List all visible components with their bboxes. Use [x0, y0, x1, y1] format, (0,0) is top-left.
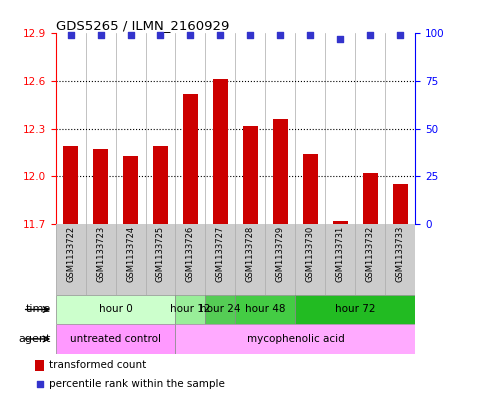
Text: hour 24: hour 24 — [200, 305, 241, 314]
Bar — [333, 221, 348, 224]
Bar — [35, 360, 43, 371]
Bar — [303, 154, 318, 224]
Point — [156, 32, 164, 39]
Point — [367, 32, 374, 39]
Text: hour 12: hour 12 — [170, 305, 211, 314]
Text: GSM1133727: GSM1133727 — [216, 226, 225, 282]
Text: GSM1133732: GSM1133732 — [366, 226, 375, 282]
Bar — [56, 295, 175, 324]
Point — [36, 381, 44, 387]
Text: hour 0: hour 0 — [99, 305, 132, 314]
Point — [397, 32, 404, 39]
Bar — [205, 295, 236, 324]
Bar — [363, 173, 378, 224]
Point — [97, 32, 104, 39]
Point — [216, 32, 224, 39]
Bar — [243, 125, 258, 224]
Bar — [296, 295, 415, 324]
Text: GSM1133728: GSM1133728 — [246, 226, 255, 282]
Text: transformed count: transformed count — [49, 360, 146, 371]
Bar — [153, 146, 168, 224]
Bar — [236, 295, 296, 324]
Bar — [175, 295, 205, 324]
Text: hour 72: hour 72 — [335, 305, 376, 314]
Text: GSM1133723: GSM1133723 — [96, 226, 105, 282]
Text: hour 48: hour 48 — [245, 305, 286, 314]
Point — [277, 32, 284, 39]
Bar — [175, 324, 415, 354]
Text: agent: agent — [18, 334, 51, 344]
Text: GSM1133724: GSM1133724 — [126, 226, 135, 281]
Point — [127, 32, 134, 39]
Text: percentile rank within the sample: percentile rank within the sample — [49, 379, 225, 389]
Bar — [93, 149, 108, 224]
Text: untreated control: untreated control — [70, 334, 161, 344]
Text: GSM1133733: GSM1133733 — [396, 226, 405, 282]
Bar — [393, 184, 408, 224]
Text: GSM1133730: GSM1133730 — [306, 226, 315, 282]
Text: GSM1133731: GSM1133731 — [336, 226, 345, 282]
Bar — [213, 79, 228, 224]
Text: GSM1133722: GSM1133722 — [66, 226, 75, 281]
Bar — [63, 146, 78, 224]
Text: time: time — [26, 305, 51, 314]
Bar — [273, 119, 288, 224]
Point — [247, 32, 255, 39]
Point — [186, 32, 194, 39]
Text: GSM1133729: GSM1133729 — [276, 226, 285, 281]
Text: GDS5265 / ILMN_2160929: GDS5265 / ILMN_2160929 — [56, 19, 229, 32]
Bar — [123, 156, 138, 224]
Point — [67, 32, 74, 39]
Bar — [56, 324, 175, 354]
Text: mycophenolic acid: mycophenolic acid — [246, 334, 344, 344]
Point — [337, 36, 344, 42]
Text: GSM1133725: GSM1133725 — [156, 226, 165, 281]
Point — [307, 32, 314, 39]
Bar — [183, 94, 198, 224]
Text: GSM1133726: GSM1133726 — [186, 226, 195, 282]
